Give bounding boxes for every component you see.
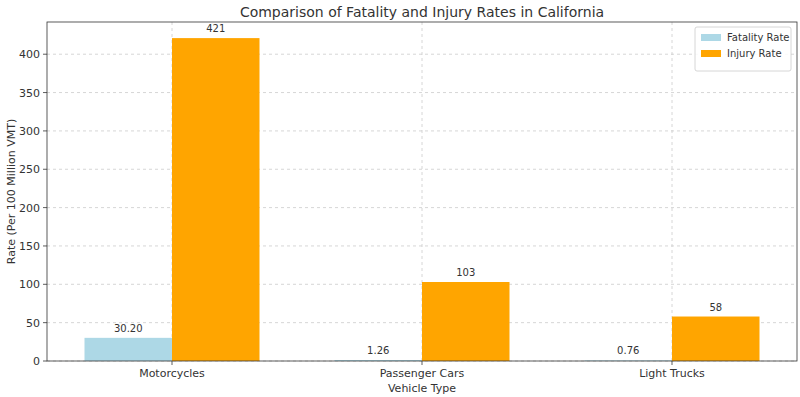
legend-swatch <box>701 34 721 41</box>
tick-label: Passenger Cars <box>380 367 465 380</box>
bar <box>672 317 760 361</box>
tick-label: Motorcycles <box>139 367 205 380</box>
tick-mark <box>422 361 423 365</box>
tick-label: Light Trucks <box>639 367 705 380</box>
y-axis: 0 50 100 150 200 250 300 350 400 <box>19 48 47 368</box>
data-label: 58 <box>709 302 722 313</box>
plot-frame <box>47 22 797 361</box>
chart-title: Comparison of Fatality and Injury Rates … <box>240 4 604 20</box>
legend: Fatality Rate Injury Rate <box>695 27 791 71</box>
tick-label: 250 <box>19 163 40 176</box>
data-label: 0.76 <box>617 345 639 356</box>
y-axis-label: Rate (Per 100 Million VMT) <box>5 119 18 264</box>
tick-mark <box>172 361 173 365</box>
data-labels: 30.20 1.26 0.76 421 103 58 <box>114 23 722 356</box>
chart-container: 30.20 1.26 0.76 421 103 58 0 50 100 150 200 250 300 3… <box>0 0 800 397</box>
grid-line <box>672 22 673 361</box>
data-label: 103 <box>456 267 475 278</box>
legend-label: Injury Rate <box>727 48 782 59</box>
tick-mark <box>43 207 47 208</box>
tick-mark <box>43 169 47 170</box>
legend-box <box>695 27 791 71</box>
tick-mark <box>43 92 47 93</box>
tick-mark <box>43 130 47 131</box>
data-label: 30.20 <box>114 323 143 334</box>
bar <box>85 338 173 361</box>
data-label: 421 <box>206 23 225 34</box>
tick-mark <box>672 361 673 365</box>
tick-mark <box>43 54 47 55</box>
tick-label: 400 <box>19 48 40 61</box>
x-axis: Motorcycles Passenger Cars Light Trucks <box>139 361 705 380</box>
tick-mark <box>43 322 47 323</box>
tick-mark <box>43 284 47 285</box>
bar <box>422 282 510 361</box>
tick-label: 100 <box>19 278 40 291</box>
chart-svg: 30.20 1.26 0.76 421 103 58 0 50 100 150 200 250 300 3… <box>0 0 800 397</box>
tick-label: 350 <box>19 87 40 100</box>
tick-label: 200 <box>19 202 40 215</box>
grid <box>47 22 797 361</box>
tick-mark <box>43 245 47 246</box>
grid-line <box>47 207 797 208</box>
grid-line <box>47 92 797 93</box>
tick-label: 150 <box>19 240 40 253</box>
tick-label: 0 <box>33 355 40 368</box>
data-label: 1.26 <box>367 345 389 356</box>
tick-label: 50 <box>26 317 40 330</box>
legend-swatch <box>701 50 721 57</box>
bars <box>85 38 760 361</box>
tick-mark <box>43 361 47 362</box>
x-axis-label: Vehicle Type <box>388 382 456 395</box>
legend-label: Fatality Rate <box>727 32 790 43</box>
bar <box>172 38 260 361</box>
tick-label: 300 <box>19 125 40 138</box>
